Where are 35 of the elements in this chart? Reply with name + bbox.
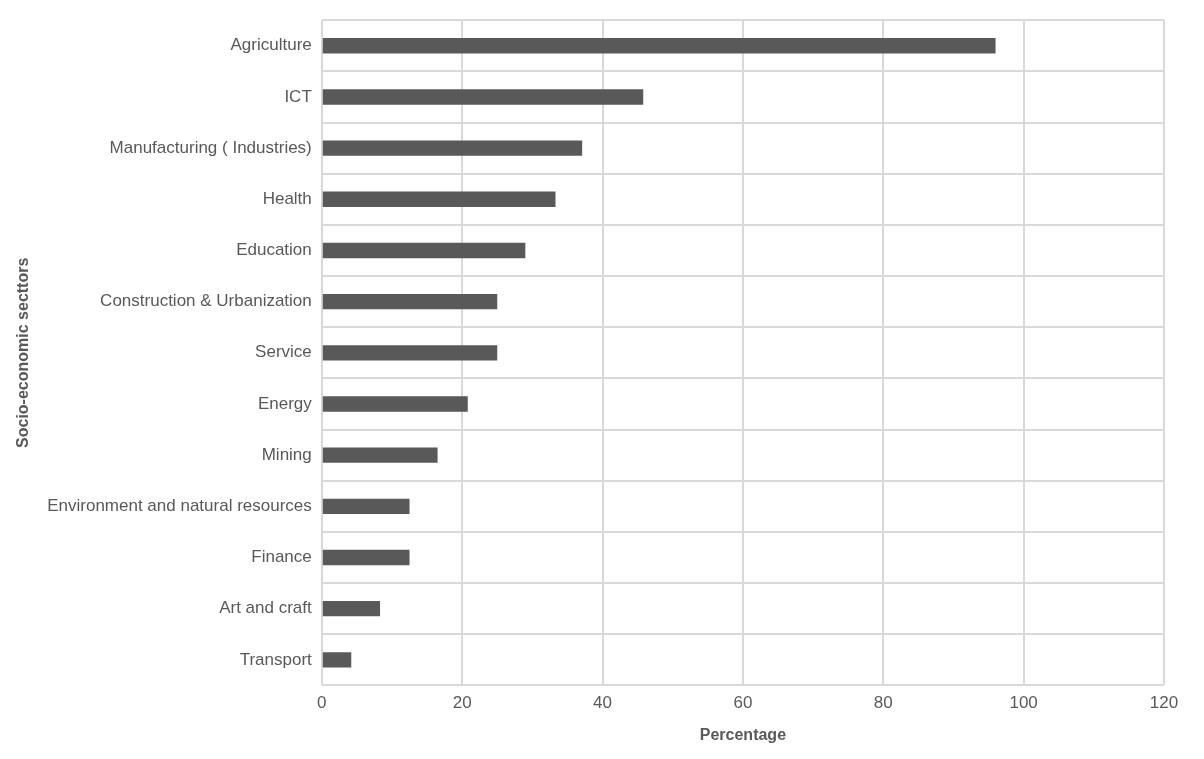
x-tick-label: 60 xyxy=(733,693,753,713)
y-tick-label: Energy xyxy=(257,393,313,413)
bar xyxy=(322,140,583,156)
x-tick-label: 100 xyxy=(1009,693,1038,713)
y-tick-label: Transport xyxy=(239,649,313,669)
y-tick-label: Construction & Urbanization xyxy=(100,291,312,311)
bar xyxy=(322,600,381,617)
bar xyxy=(322,191,556,207)
y-tick-label: ICT xyxy=(284,86,312,106)
x-tick-label: 0 xyxy=(317,693,327,713)
y-tick-label: Health xyxy=(262,188,312,208)
x-axis-title: Percentage xyxy=(699,725,787,743)
x-tick-label: 120 xyxy=(1149,693,1179,713)
bar xyxy=(322,498,410,514)
y-tick-label: Mining xyxy=(261,444,312,464)
bar xyxy=(322,345,498,361)
x-tick-label: 20 xyxy=(452,693,472,713)
bar xyxy=(322,242,526,259)
y-axis-title: Socio-economic secttors xyxy=(14,257,32,448)
y-tick-label: Agriculture xyxy=(230,35,312,55)
bar xyxy=(322,396,468,412)
bar xyxy=(322,38,996,54)
bar xyxy=(322,652,352,668)
y-tick-label: Education xyxy=(236,240,312,260)
y-tick-label: Finance xyxy=(251,547,312,567)
bar xyxy=(322,293,498,310)
y-tick-label: Environment and natural resources xyxy=(47,496,312,515)
bar xyxy=(322,549,410,566)
bar xyxy=(322,89,644,105)
y-tick-label: Manufacturing ( Industries) xyxy=(109,137,312,157)
bar xyxy=(322,447,438,463)
x-tick-label: 80 xyxy=(873,693,893,713)
y-tick-label: Art and craft xyxy=(219,598,313,618)
x-tick-label: 40 xyxy=(593,693,612,713)
y-tick-label: Service xyxy=(255,342,312,362)
